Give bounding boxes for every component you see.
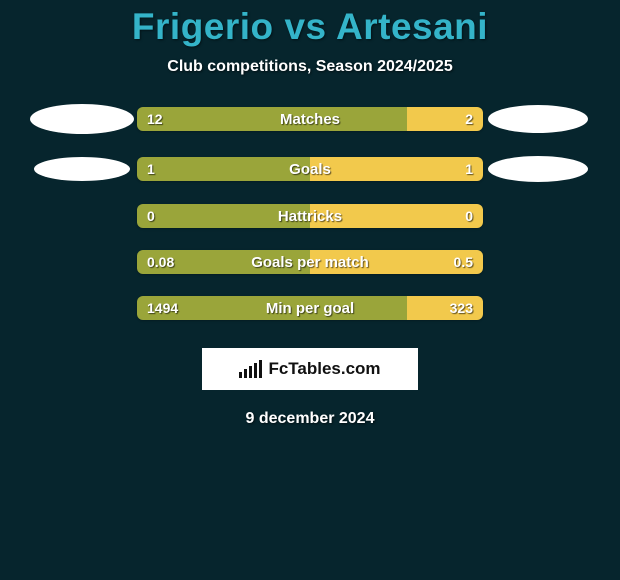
left-shape-slot xyxy=(27,104,137,134)
bars-icon xyxy=(239,360,262,378)
source-logo: FcTables.com xyxy=(202,348,418,390)
left-shape-slot xyxy=(27,157,137,181)
stat-value-right: 1 xyxy=(465,157,473,181)
stat-bar: Min per goal1494323 xyxy=(137,296,483,320)
ellipse-icon xyxy=(30,104,134,134)
stat-bar: Matches122 xyxy=(137,107,483,131)
stat-value-right: 323 xyxy=(450,296,473,320)
stat-value-left: 0.08 xyxy=(147,250,174,274)
stat-row: Goals11 xyxy=(0,156,620,182)
stat-bar-left xyxy=(137,157,310,181)
stat-row: Goals per match0.080.5 xyxy=(0,250,620,274)
stat-bar-left xyxy=(137,107,407,131)
stats-list: Matches122Goals11Hattricks00Goals per ma… xyxy=(0,104,620,320)
logo-text: FcTables.com xyxy=(268,359,380,379)
page-title: Frigerio vs Artesani xyxy=(0,0,620,48)
stat-value-left: 1494 xyxy=(147,296,178,320)
stat-value-right: 0.5 xyxy=(454,250,473,274)
stat-value-right: 2 xyxy=(465,107,473,131)
stat-row: Min per goal1494323 xyxy=(0,296,620,320)
snapshot-date: 9 december 2024 xyxy=(0,410,620,428)
right-shape-slot xyxy=(483,156,593,182)
stat-bar-right xyxy=(310,204,483,228)
stat-value-left: 0 xyxy=(147,204,155,228)
stat-value-left: 12 xyxy=(147,107,163,131)
stat-bar: Goals per match0.080.5 xyxy=(137,250,483,274)
ellipse-icon xyxy=(488,156,588,182)
stat-value-right: 0 xyxy=(465,204,473,228)
ellipse-icon xyxy=(34,157,130,181)
ellipse-icon xyxy=(488,105,588,133)
subtitle: Club competitions, Season 2024/2025 xyxy=(0,58,620,76)
stat-bar-left xyxy=(137,204,310,228)
stat-value-left: 1 xyxy=(147,157,155,181)
comparison-infographic: Frigerio vs Artesani Club competitions, … xyxy=(0,0,620,580)
stat-row: Hattricks00 xyxy=(0,204,620,228)
right-shape-slot xyxy=(483,105,593,133)
stat-bar: Goals11 xyxy=(137,157,483,181)
stat-bar: Hattricks00 xyxy=(137,204,483,228)
stat-bar-right xyxy=(310,157,483,181)
stat-row: Matches122 xyxy=(0,104,620,134)
